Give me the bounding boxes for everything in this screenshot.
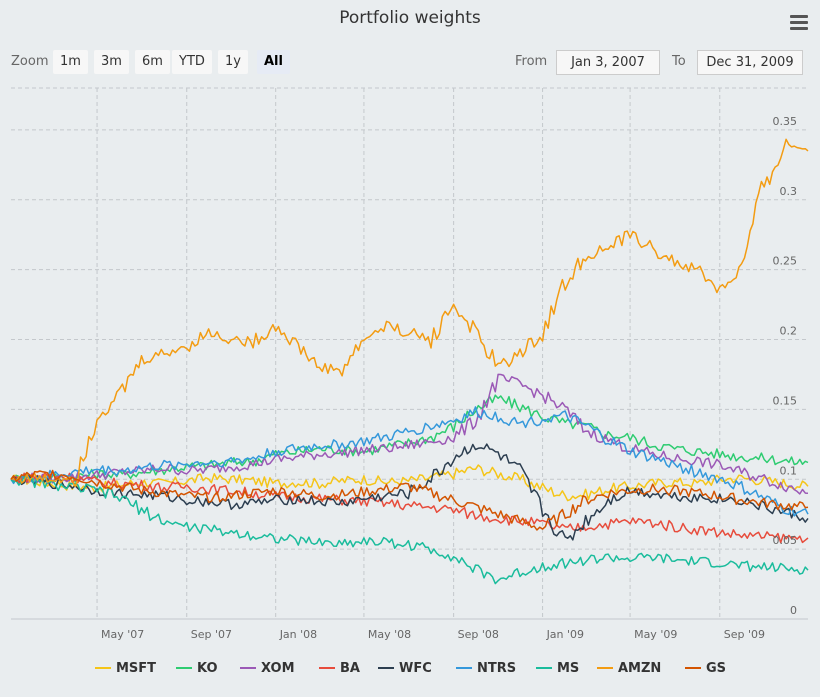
legend-item-msft[interactable]: MSFT bbox=[95, 661, 156, 676]
series-line-xom bbox=[10, 373, 809, 495]
legend-label: WFC bbox=[399, 661, 432, 676]
to-date-input[interactable]: Dec 31, 2009 bbox=[697, 50, 803, 75]
legend-swatch bbox=[240, 666, 256, 669]
legend-item-ba[interactable]: BA bbox=[319, 661, 360, 676]
y-axis-ticks: 0 0.05 0.1 0.15 0.2 0.25 0.3 0.35 bbox=[773, 115, 798, 617]
legend-item-gs[interactable]: GS bbox=[685, 661, 726, 676]
y-tick-label: 0.05 bbox=[773, 534, 798, 547]
legend-swatch bbox=[597, 666, 613, 669]
legend-item-wfc[interactable]: WFC bbox=[378, 661, 432, 676]
x-tick-label: Jan '09 bbox=[546, 628, 584, 641]
from-label: From bbox=[515, 54, 548, 69]
legend-swatch bbox=[176, 666, 192, 669]
legend: MSFT KO XOM BA WFC NTRS MS AMZN GS bbox=[0, 661, 820, 681]
legend-swatch bbox=[95, 666, 111, 669]
legend-item-ko[interactable]: KO bbox=[176, 661, 218, 676]
x-tick-label: Sep '09 bbox=[724, 628, 765, 641]
x-axis-ticks: May '07 Sep '07 Jan '08 May '08 Sep '08 Jan '… bbox=[101, 628, 765, 641]
grid bbox=[11, 87, 808, 620]
series-line-ntrs bbox=[10, 406, 809, 517]
legend-swatch bbox=[319, 666, 335, 669]
legend-label: AMZN bbox=[618, 661, 662, 676]
zoom-ytd-button[interactable]: YTD bbox=[172, 50, 212, 74]
y-tick-label: 0.15 bbox=[773, 394, 798, 407]
series-line-ba bbox=[10, 472, 809, 544]
legend-swatch bbox=[536, 666, 552, 669]
legend-label: MS bbox=[557, 661, 580, 676]
zoom-1y-button[interactable]: 1y bbox=[218, 50, 248, 74]
series-lines bbox=[10, 138, 809, 585]
to-label: To bbox=[672, 54, 686, 69]
y-tick-label: 0.35 bbox=[773, 115, 798, 128]
y-tick-label: 0.3 bbox=[780, 185, 798, 198]
legend-label: MSFT bbox=[116, 661, 157, 676]
legend-item-xom[interactable]: XOM bbox=[240, 661, 295, 676]
from-date-input[interactable]: Jan 3, 2007 bbox=[556, 50, 660, 75]
y-tick-label: 0 bbox=[790, 604, 797, 617]
x-tick-label: Jan '08 bbox=[279, 628, 317, 641]
legend-label: NTRS bbox=[477, 661, 517, 676]
series-line-amzn bbox=[10, 138, 809, 488]
x-tick-label: May '09 bbox=[634, 628, 677, 641]
legend-label: KO bbox=[197, 661, 218, 676]
legend-swatch bbox=[685, 666, 701, 669]
legend-item-amzn[interactable]: AMZN bbox=[597, 661, 661, 676]
legend-item-ms[interactable]: MS bbox=[536, 661, 579, 676]
x-tick-label: Sep '08 bbox=[458, 628, 499, 641]
y-tick-label: 0.25 bbox=[773, 255, 798, 268]
x-tick-label: Sep '07 bbox=[191, 628, 232, 641]
zoom-label: Zoom bbox=[11, 54, 49, 69]
zoom-3m-button[interactable]: 3m bbox=[94, 50, 129, 74]
legend-swatch bbox=[456, 666, 472, 669]
legend-label: XOM bbox=[261, 661, 295, 676]
x-tick-label: May '08 bbox=[368, 628, 411, 641]
legend-label: BA bbox=[340, 661, 360, 676]
zoom-6m-button[interactable]: 6m bbox=[135, 50, 170, 74]
series-line-gs bbox=[10, 469, 809, 531]
zoom-1m-button[interactable]: 1m bbox=[53, 50, 88, 74]
legend-swatch bbox=[378, 666, 394, 669]
legend-item-ntrs[interactable]: NTRS bbox=[456, 661, 516, 676]
x-tick-label: May '07 bbox=[101, 628, 144, 641]
series-line-ko bbox=[10, 394, 809, 484]
series-line-ms bbox=[10, 475, 809, 585]
chart-title: Portfolio weights bbox=[339, 8, 481, 28]
line-chart: May '07 Sep '07 Jan '08 May '08 Sep '08 Jan '… bbox=[10, 87, 809, 641]
series-line-msft bbox=[10, 464, 809, 502]
y-tick-label: 0.1 bbox=[780, 464, 798, 477]
legend-label: GS bbox=[706, 661, 727, 676]
y-tick-label: 0.2 bbox=[780, 325, 798, 338]
hamburger-menu-icon[interactable] bbox=[788, 12, 810, 34]
series-line-wfc bbox=[10, 443, 809, 541]
zoom-all-button[interactable]: All bbox=[257, 50, 290, 74]
